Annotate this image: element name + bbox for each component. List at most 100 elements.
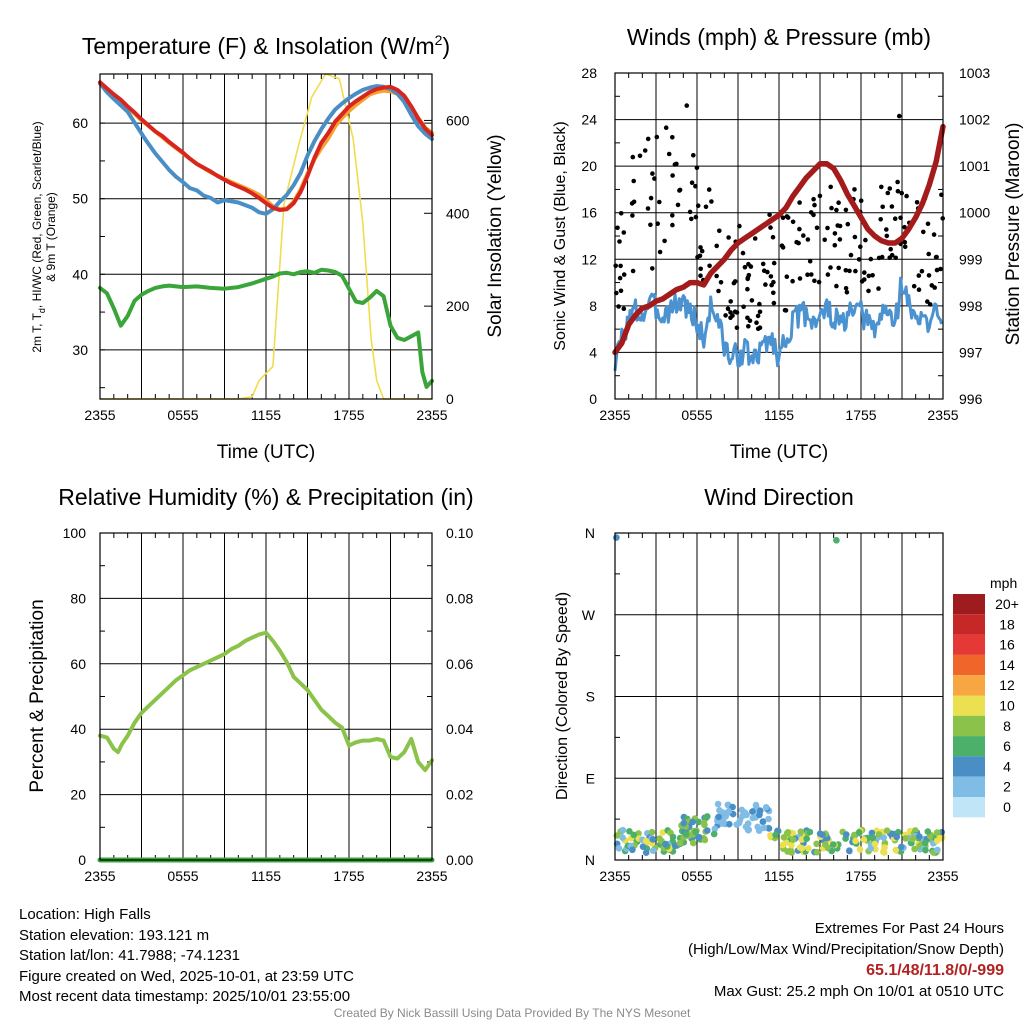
winds-gust-point xyxy=(637,153,643,159)
wdir-point xyxy=(803,835,810,842)
wdir-point xyxy=(784,829,792,836)
latlon-text: Station lat/lon: 41.7988; -74.1231 xyxy=(19,947,241,964)
winds-gust-point xyxy=(934,267,940,273)
wdir-point xyxy=(760,824,768,832)
winds-gust-point xyxy=(771,300,777,306)
winds-y-right-tick-label: 999 xyxy=(959,251,983,267)
winds-y-right-tick-label: 996 xyxy=(959,391,983,407)
winds-gust-point xyxy=(893,255,898,261)
winds-gust-point xyxy=(737,223,742,229)
winds-gust-point xyxy=(709,199,714,204)
wdir-point xyxy=(749,808,756,815)
winds-gust-point xyxy=(768,274,774,279)
wdir-point xyxy=(779,841,787,849)
wdir-point xyxy=(710,830,718,838)
wdir-point xyxy=(856,846,864,853)
winds-gust-point xyxy=(895,188,901,194)
wdir-point xyxy=(883,827,891,834)
winds-gust-point xyxy=(725,306,731,312)
rh-y-tick-label: 80 xyxy=(70,590,86,606)
winds-gust-point xyxy=(837,237,843,242)
wdir-point xyxy=(893,833,901,841)
winds-gust-point xyxy=(663,125,669,130)
wdir-legend-swatch xyxy=(953,797,985,818)
winds-gust-point xyxy=(675,202,681,208)
wdir-point xyxy=(744,826,752,834)
temp-x-tick-label: 0555 xyxy=(167,407,198,423)
wdir-point xyxy=(772,831,779,839)
rh-y-right-tick-label: 0.06 xyxy=(446,656,473,672)
wdir-y-tick-label: W xyxy=(582,607,596,623)
winds-gust-point xyxy=(689,216,694,222)
winds-gust-point xyxy=(837,223,843,229)
temp-y-tick-label: 60 xyxy=(72,115,88,131)
wdir-point xyxy=(662,840,669,848)
winds-gust-point xyxy=(938,266,943,272)
wdir-title: Wind Direction xyxy=(704,484,854,510)
rh-x-tick-label: 1755 xyxy=(333,868,364,884)
rh-y-tick-label: 0 xyxy=(78,852,86,868)
wdir-point xyxy=(924,828,932,835)
winds-gust-point xyxy=(796,240,801,246)
winds-gust-point xyxy=(687,209,693,215)
wdir-legend-swatch xyxy=(953,776,985,797)
winds-gust-point xyxy=(648,195,654,201)
wdir-point xyxy=(736,816,744,824)
rh-y-tick-label: 20 xyxy=(70,787,86,803)
winds-gust-point xyxy=(832,231,838,236)
winds-y-tick-label: 4 xyxy=(589,344,597,360)
wdir-point xyxy=(626,828,633,835)
wdir-point xyxy=(692,828,699,836)
rh-series-relative-humidity xyxy=(98,630,434,773)
winds-gust-point xyxy=(670,213,675,218)
wdir-point xyxy=(796,844,804,851)
winds-gust-point xyxy=(771,279,776,285)
winds-gust-point xyxy=(768,225,773,230)
winds-gust-point xyxy=(899,190,904,196)
winds-gust-point xyxy=(843,286,849,291)
winds-gust-point xyxy=(822,237,827,243)
winds-gust-point xyxy=(742,264,748,270)
winds-gust-point xyxy=(862,270,867,275)
winds-gust-point xyxy=(654,134,660,140)
wdir-point xyxy=(789,830,797,837)
winds-gust-point xyxy=(779,243,785,248)
winds-gust-point xyxy=(645,136,651,142)
winds-gust-point xyxy=(648,222,653,228)
winds-gust-point xyxy=(745,275,751,281)
rh-y-tick-label: 40 xyxy=(70,721,86,737)
temp-y-right-tick-label: 200 xyxy=(446,298,470,314)
temp-panel: 2355 0555 1155 1755 2355304050600200400600Te… xyxy=(30,32,506,463)
winds-gust-point xyxy=(834,283,839,289)
winds-gust-point xyxy=(895,179,900,185)
wdir-point xyxy=(934,846,941,854)
winds-gust-point xyxy=(770,234,776,240)
winds-gust-point xyxy=(879,254,885,260)
wdir-point xyxy=(669,833,677,841)
wdir-point xyxy=(700,819,708,827)
winds-gust-point xyxy=(801,233,806,238)
wdir-point xyxy=(880,834,887,841)
winds-gust-point xyxy=(698,245,703,250)
winds-gust-point xyxy=(666,151,672,157)
winds-gust-point xyxy=(927,302,933,307)
winds-gust-point xyxy=(811,196,816,202)
wdir-point xyxy=(892,846,900,854)
wdir-point xyxy=(615,845,623,852)
winds-gust-point xyxy=(760,261,766,267)
wdir-point xyxy=(729,803,736,811)
wdir-legend-label: 4 xyxy=(1003,758,1011,774)
temp-y-right-tick-label: 400 xyxy=(446,205,470,221)
winds-x-tick-label: 2355 xyxy=(599,407,630,423)
winds-gust-point xyxy=(695,203,701,208)
winds-gust-point xyxy=(621,306,627,312)
winds-gust-point xyxy=(699,248,705,254)
wdir-legend-swatch xyxy=(953,634,985,655)
wdir-point xyxy=(916,833,923,840)
winds-gust-point xyxy=(845,221,851,227)
wdir-point xyxy=(759,818,767,825)
winds-gust-point xyxy=(812,278,817,284)
wdir-x-tick-label: 2355 xyxy=(599,868,630,884)
wdir-point xyxy=(738,806,746,814)
station-info: Location: High Falls Station elevation: … xyxy=(19,905,354,1008)
